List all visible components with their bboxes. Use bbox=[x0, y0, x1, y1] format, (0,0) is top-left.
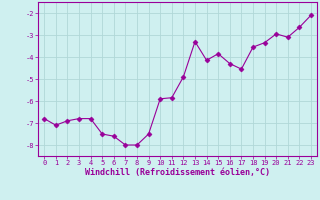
X-axis label: Windchill (Refroidissement éolien,°C): Windchill (Refroidissement éolien,°C) bbox=[85, 168, 270, 177]
